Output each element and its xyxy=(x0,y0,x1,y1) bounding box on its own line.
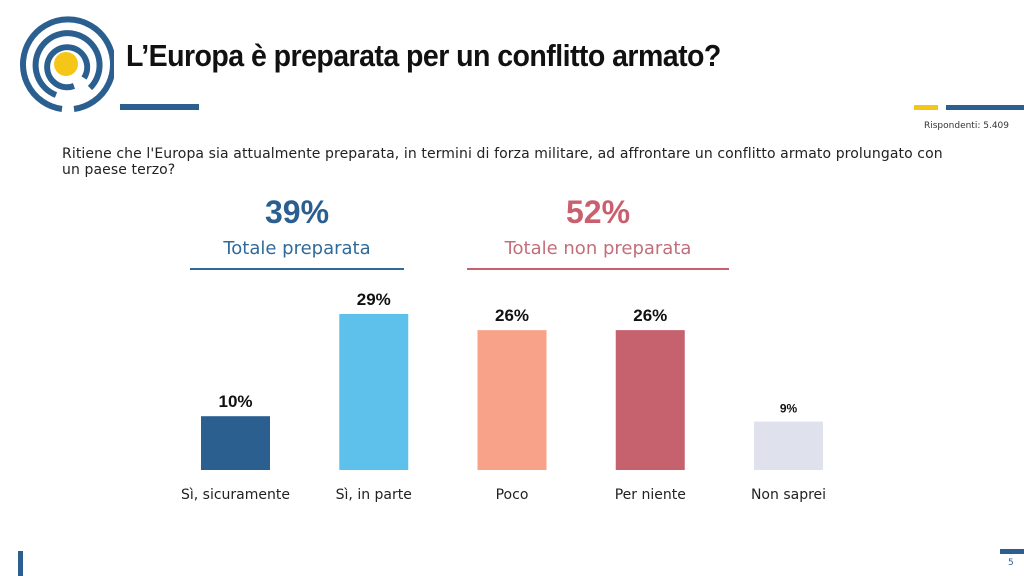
prepared-total-pct: 39% xyxy=(264,194,330,230)
prepared-group-line xyxy=(190,268,404,270)
category-label: Sì, in parte xyxy=(336,487,412,503)
bar-4 xyxy=(754,421,823,470)
page-number: 5 xyxy=(1008,558,1014,568)
bar-2 xyxy=(477,330,547,470)
title-underline xyxy=(120,104,199,110)
concentric-circles-logo-icon xyxy=(20,16,114,112)
footer-accent-bar xyxy=(18,551,23,576)
not-prepared-group-line xyxy=(467,268,729,270)
bar-3 xyxy=(615,330,685,470)
page-title: L’Europa è preparata per un conflitto ar… xyxy=(126,38,721,73)
survey-question: Ritiene che l'Europa sia attualmente pre… xyxy=(62,146,943,178)
category-label: Non saprei xyxy=(751,487,826,503)
category-label: Per niente xyxy=(615,487,686,503)
category-label: Poco xyxy=(496,487,529,503)
not-prepared-total-label: Totale non preparata xyxy=(504,238,692,259)
page-number-accent xyxy=(1000,549,1024,554)
prepared-total-label: Totale preparata xyxy=(223,238,371,259)
bar-value-label: 26% xyxy=(633,306,667,325)
accent-bar-yellow xyxy=(914,105,938,110)
bar-0 xyxy=(201,416,270,470)
accent-bar-blue xyxy=(946,105,1024,110)
respondents-count: Rispondenti: 5.409 xyxy=(923,121,1009,131)
bar-value-label: 10% xyxy=(218,392,252,411)
not-prepared-total-pct: 52% xyxy=(565,194,631,230)
bar-value-label: 9% xyxy=(780,402,798,416)
category-label: Sì, sicuramente xyxy=(181,487,290,503)
bar-1 xyxy=(339,313,409,470)
bar-value-label: 29% xyxy=(357,290,391,309)
bar-value-label: 26% xyxy=(495,306,529,325)
